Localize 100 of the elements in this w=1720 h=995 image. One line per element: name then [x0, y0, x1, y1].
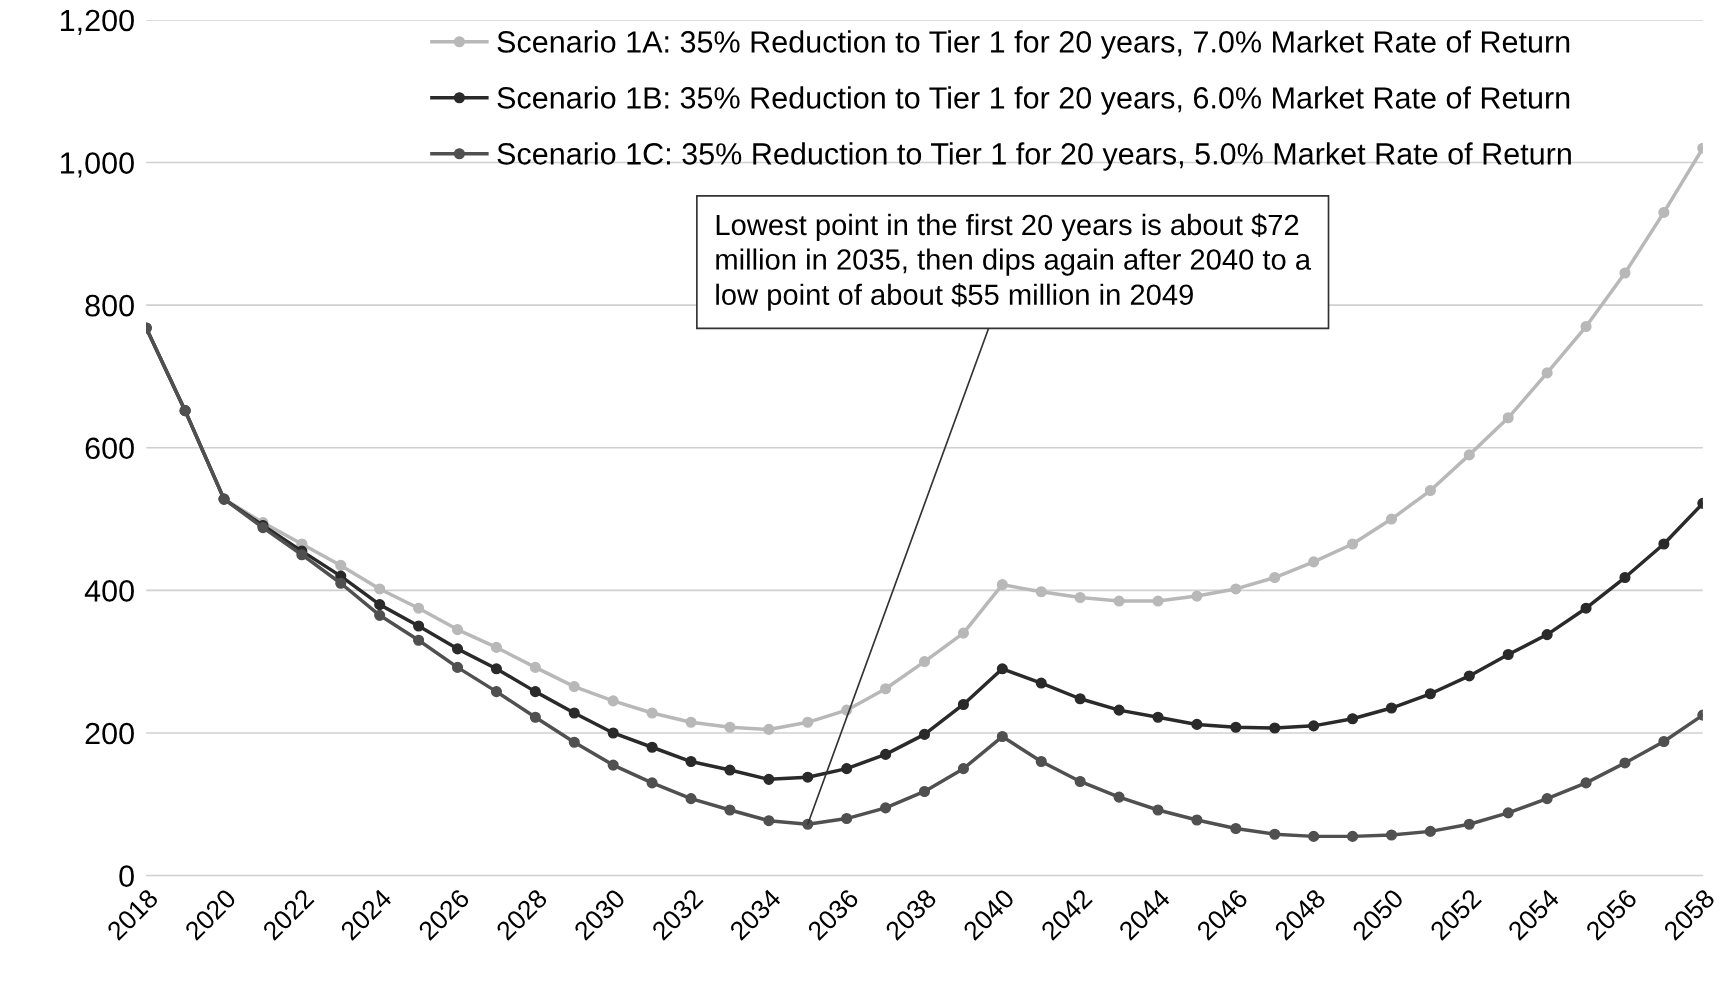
point — [1308, 720, 1320, 732]
point — [1502, 807, 1514, 819]
point — [374, 599, 386, 611]
point — [1463, 818, 1475, 830]
legend-label: Scenario 1C: 35% Reduction to Tier 1 for 20 years, 5.0% Market Rate of Return — [497, 142, 1571, 171]
y-tick-label: 600 — [85, 437, 134, 460]
point — [724, 804, 736, 816]
point — [1035, 755, 1047, 768]
point — [841, 812, 853, 825]
point — [413, 602, 425, 614]
y-tick-label: 1,200 — [60, 9, 134, 35]
point — [957, 763, 969, 775]
legend-label: Scenario 1B: 35% Reduction to Tier 1 for 20 years, 6.0% Market Rate of Return — [497, 86, 1570, 115]
point — [1230, 822, 1242, 835]
point — [529, 711, 541, 723]
point — [451, 643, 464, 655]
point — [1619, 267, 1631, 279]
annotation: Lowest point in the first 20 years is about $72 million in 2035, then dips again after 2040 to a low point of about $55 million in 2049 — [716, 213, 1312, 311]
point — [685, 716, 697, 728]
point — [1269, 722, 1281, 734]
point — [1580, 602, 1592, 614]
point — [451, 624, 464, 636]
point — [841, 763, 853, 775]
point — [996, 730, 1008, 743]
point — [1074, 591, 1086, 604]
point — [646, 741, 658, 753]
point — [685, 793, 697, 805]
point — [529, 686, 541, 698]
point — [763, 773, 775, 785]
point — [1269, 571, 1281, 584]
point — [1385, 702, 1398, 714]
point — [1191, 814, 1203, 826]
point — [646, 777, 658, 789]
point — [607, 695, 619, 707]
point — [1074, 693, 1086, 705]
point — [451, 661, 464, 673]
point — [1074, 775, 1086, 788]
point — [880, 802, 892, 814]
point — [957, 698, 969, 711]
point — [1347, 538, 1359, 550]
point — [763, 815, 775, 827]
point — [568, 736, 580, 748]
point — [918, 785, 931, 798]
point — [1463, 449, 1475, 461]
point — [568, 707, 580, 719]
point — [1035, 586, 1047, 598]
point — [880, 748, 892, 760]
point — [568, 681, 580, 693]
point — [1424, 825, 1436, 837]
point — [1580, 320, 1592, 333]
point — [1152, 711, 1164, 723]
point — [296, 549, 308, 561]
y-tick-label: 0 — [119, 865, 134, 887]
point — [1541, 793, 1553, 805]
point — [374, 609, 386, 621]
point — [1113, 595, 1125, 607]
y-tick-label: 400 — [84, 580, 134, 602]
point — [1463, 670, 1475, 682]
point — [1385, 513, 1398, 525]
y-tick-label: 800 — [85, 294, 134, 317]
point — [490, 663, 502, 675]
point — [1230, 583, 1242, 595]
point — [880, 683, 892, 695]
point — [1347, 713, 1359, 725]
point — [1541, 629, 1553, 641]
point — [1191, 590, 1203, 602]
point — [607, 759, 619, 771]
point — [1152, 595, 1164, 607]
point — [1502, 412, 1514, 424]
point — [996, 663, 1008, 675]
point — [490, 641, 502, 653]
point — [1113, 704, 1125, 716]
point — [1619, 571, 1631, 584]
point — [1541, 367, 1553, 379]
point — [996, 579, 1008, 591]
point — [1619, 757, 1631, 769]
point — [1658, 538, 1670, 550]
point — [374, 583, 386, 595]
point — [1580, 777, 1592, 789]
point — [1424, 484, 1436, 497]
point — [607, 727, 619, 739]
point — [1113, 791, 1125, 803]
point — [918, 656, 931, 668]
point — [335, 559, 347, 571]
point — [763, 723, 775, 735]
point — [1191, 718, 1203, 730]
point — [1502, 648, 1514, 661]
y-tick-label: 200 — [85, 722, 134, 745]
point — [802, 716, 814, 728]
point — [1308, 556, 1320, 568]
point — [724, 721, 736, 733]
point — [918, 728, 931, 740]
point — [1230, 721, 1242, 733]
point — [413, 620, 425, 632]
point — [1152, 804, 1164, 816]
point — [1658, 206, 1670, 218]
point — [1035, 677, 1047, 689]
point — [802, 771, 814, 783]
point — [1347, 830, 1359, 842]
point — [646, 707, 658, 719]
